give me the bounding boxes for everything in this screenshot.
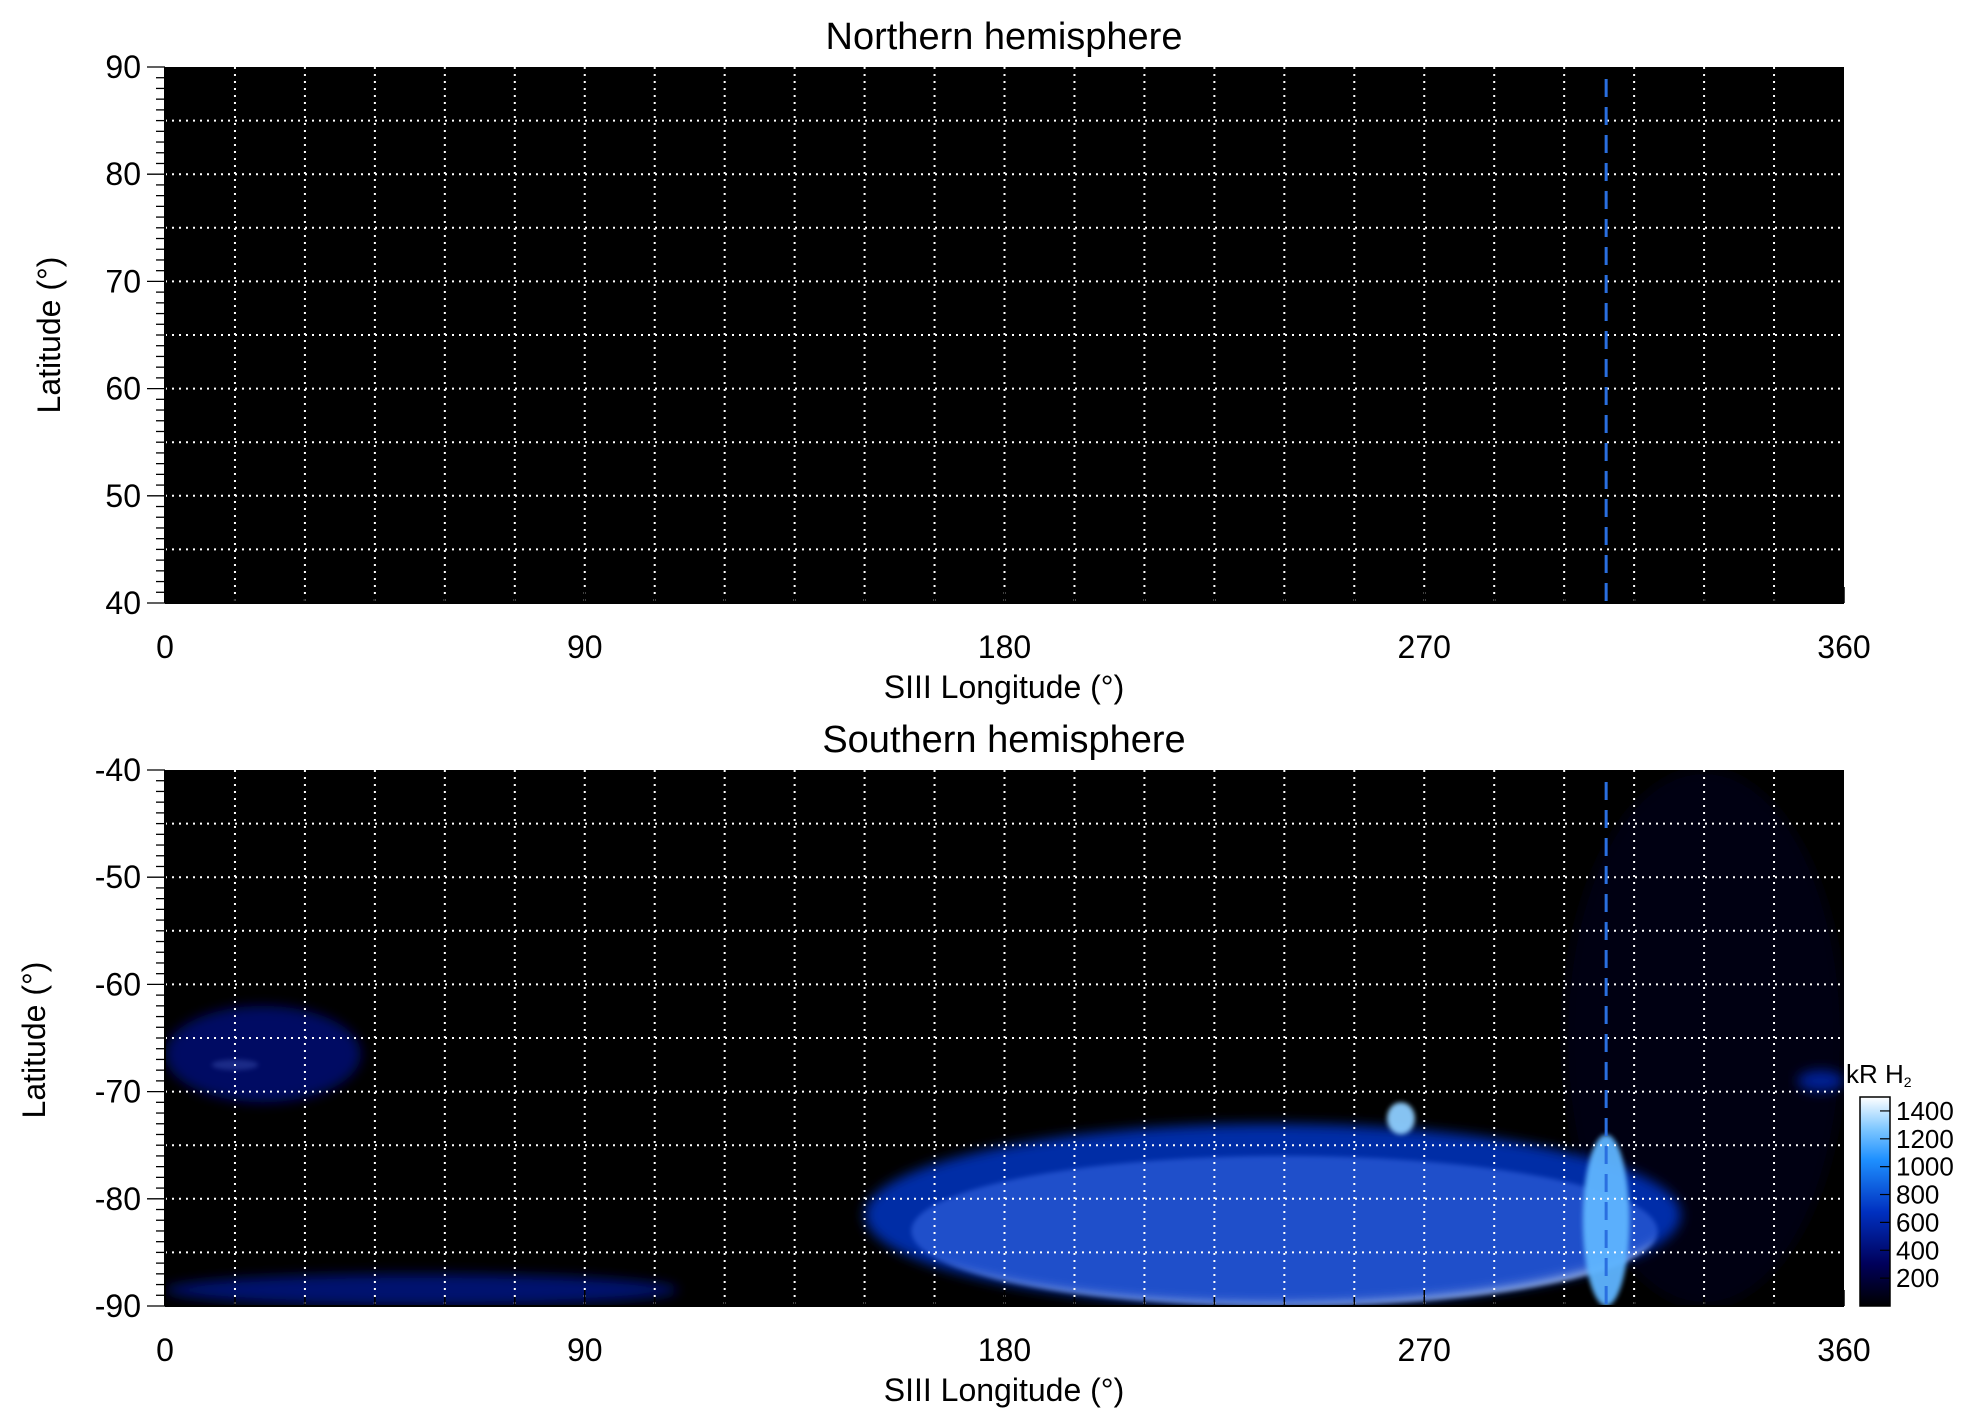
north-axes: 90 80 70 60 50 40 0 90 180 270 360 (105, 49, 1870, 665)
south-emission (165, 770, 1844, 1306)
north-ylabel: Latitude (°) (31, 257, 67, 414)
y-tick-label: 90 (105, 49, 141, 85)
emission-patch-west (165, 1005, 361, 1103)
y-tick-label: -50 (95, 859, 141, 895)
colorbar-label-sub: 2 (1904, 1074, 1912, 1090)
x-tick-label: 360 (1817, 1332, 1870, 1368)
y-tick-label: 70 (105, 263, 141, 299)
x-tick-label: 0 (156, 629, 174, 665)
emission-column-309 (1582, 1134, 1630, 1306)
y-tick-label: -80 (95, 1181, 141, 1217)
colorbar-ramp (1859, 1096, 1891, 1307)
colorbar-label-main: kR H (1846, 1059, 1904, 1089)
emission-spot-270 (1386, 1102, 1415, 1135)
north-panel: Northern hemisphere 90 80 70 60 50 40 0 90 180 27… (31, 16, 1871, 705)
y-tick-label: -60 (95, 966, 141, 1002)
y-tick-label: -90 (95, 1288, 141, 1324)
colorbar-tick-label: 1000 (1896, 1152, 1954, 1182)
south-panel: Southern hemisphere -40 -50 -60 -70 -80 -90 0 9… (16, 719, 1871, 1408)
x-tick-label: 180 (978, 1332, 1031, 1368)
x-tick-label: 270 (1398, 1332, 1451, 1368)
colorbar-tick-label: 200 (1896, 1263, 1939, 1293)
x-tick-label: 270 (1398, 629, 1451, 665)
x-tick-label: 180 (978, 629, 1031, 665)
colorbar-tick-label: 800 (1896, 1180, 1939, 1210)
north-xlabel: SIII Longitude (°) (884, 669, 1124, 705)
x-tick-label: 0 (156, 1332, 174, 1368)
colorbar-tick-label: 1400 (1896, 1096, 1954, 1126)
emission-low-band (165, 1273, 678, 1306)
x-tick-label: 360 (1817, 629, 1870, 665)
y-tick-label: -70 (95, 1074, 141, 1110)
y-tick-label: 50 (105, 478, 141, 514)
colorbar-tick-label: 600 (1896, 1207, 1939, 1237)
x-tick-label: 90 (567, 629, 603, 665)
north-title: Northern hemisphere (826, 16, 1183, 58)
emission-main-oval-halo (864, 1123, 1681, 1306)
south-axes: -40 -50 -60 -70 -80 -90 0 90 180 270 360 (95, 752, 1871, 1368)
south-xlabel: SIII Longitude (°) (884, 1372, 1124, 1408)
south-ylabel: Latitude (°) (16, 962, 52, 1119)
y-tick-label: 80 (105, 156, 141, 192)
x-tick-label: 90 (567, 1332, 603, 1368)
colorbar-tick-label: 1200 (1896, 1124, 1954, 1154)
north-grid (165, 67, 1844, 603)
y-tick-label: 40 (105, 585, 141, 621)
south-title: Southern hemisphere (822, 719, 1185, 761)
south-grid (165, 770, 1844, 1306)
y-tick-label: 60 (105, 371, 141, 407)
emission-spot-east (1797, 1070, 1844, 1092)
colorbar-label: kR H2 (1846, 1059, 1912, 1090)
colorbar-tick-label: 400 (1896, 1235, 1939, 1265)
y-tick-label: -40 (95, 752, 141, 788)
